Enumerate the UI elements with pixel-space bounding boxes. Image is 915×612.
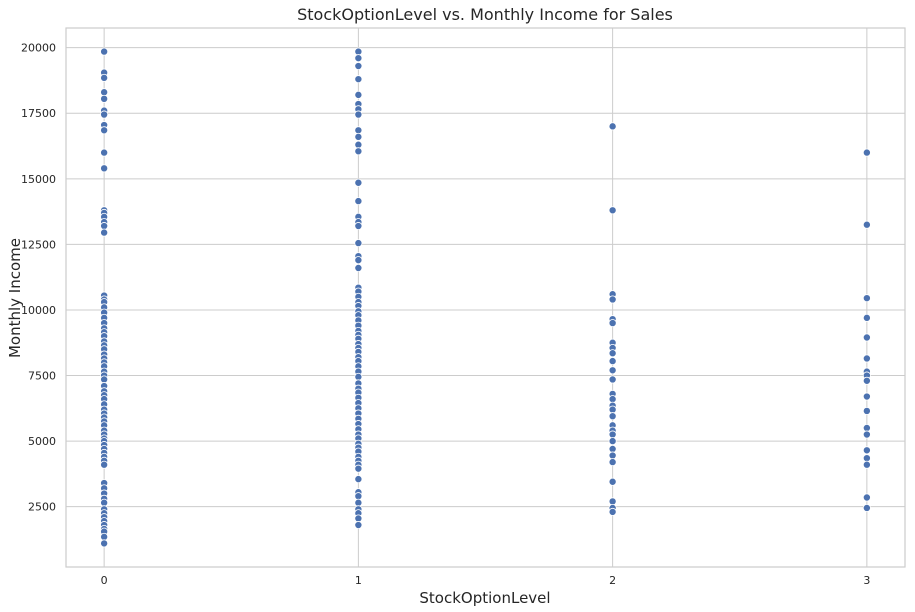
data-point: [100, 460, 109, 469]
data-point: [354, 222, 363, 231]
data-point: [100, 532, 109, 541]
y-gridlines: [66, 47, 905, 508]
data-point: [100, 375, 109, 384]
data-point: [862, 333, 871, 342]
data-point: [862, 430, 871, 439]
data-point: [354, 498, 363, 507]
data-point: [608, 366, 617, 375]
data-point: [354, 372, 363, 381]
data-point: [354, 197, 363, 206]
data-point: [354, 75, 363, 84]
data-point: [100, 110, 109, 119]
data-point: [100, 228, 109, 237]
chart-title: StockOptionLevel vs. Monthly Income for …: [297, 5, 673, 24]
x-axis-label: StockOptionLevel: [419, 589, 550, 607]
data-point: [862, 294, 871, 303]
data-point: [862, 493, 871, 502]
data-point: [608, 437, 617, 446]
y-tick-label: 5000: [28, 435, 56, 448]
x-tick-label: 1: [355, 574, 362, 587]
data-point: [862, 446, 871, 455]
data-point: [354, 54, 363, 63]
data-point: [100, 148, 109, 157]
data-point: [608, 412, 617, 421]
data-point: [354, 110, 363, 119]
data-point: [608, 319, 617, 328]
data-point: [354, 256, 363, 265]
data-point: [608, 206, 617, 215]
y-tick-label: 10000: [21, 304, 56, 317]
data-point: [608, 405, 617, 414]
data-point: [354, 475, 363, 484]
y-axis-label: Monthly Income: [6, 238, 24, 358]
y-tick-label: 7500: [28, 370, 56, 383]
data-point: [354, 147, 363, 156]
y-tick-labels: 2500 5000 7500 10000 12500 15000 17500 20000: [21, 42, 56, 514]
data-points: [100, 47, 871, 548]
data-point: [862, 392, 871, 401]
data-point: [608, 430, 617, 439]
data-point: [608, 295, 617, 304]
data-point: [100, 47, 109, 56]
data-point: [100, 539, 109, 548]
data-point: [354, 239, 363, 248]
data-point: [862, 423, 871, 432]
data-point: [100, 73, 109, 82]
data-point: [100, 498, 109, 507]
data-point: [354, 263, 363, 272]
data-point: [862, 503, 871, 512]
data-point: [354, 132, 363, 141]
data-point: [608, 507, 617, 516]
data-point: [862, 406, 871, 415]
data-point: [100, 126, 109, 135]
data-point: [862, 220, 871, 229]
data-point: [354, 521, 363, 530]
data-point: [354, 178, 363, 187]
data-point: [354, 126, 363, 135]
y-tick-label: 17500: [21, 107, 56, 120]
data-point: [862, 148, 871, 157]
data-point: [354, 492, 363, 501]
plot-frame: [65, 27, 906, 568]
x-tick-label: 2: [609, 574, 616, 587]
data-point: [608, 357, 617, 366]
data-point: [100, 222, 109, 231]
x-tick-label: 0: [101, 574, 108, 587]
data-point: [862, 376, 871, 385]
data-point: [100, 88, 109, 97]
data-point: [608, 349, 617, 358]
data-point: [100, 94, 109, 103]
data-point: [354, 47, 363, 56]
data-point: [862, 313, 871, 322]
y-tick-label: 15000: [21, 173, 56, 186]
data-point: [354, 140, 363, 149]
data-point: [608, 444, 617, 453]
data-point: [354, 514, 363, 523]
data-point: [354, 62, 363, 71]
y-tick-label: 20000: [21, 42, 56, 55]
data-point: [354, 90, 363, 99]
data-point: [862, 354, 871, 363]
y-tick-label: 2500: [28, 501, 56, 514]
x-tick-label: 3: [863, 574, 870, 587]
data-point: [862, 454, 871, 463]
data-point: [608, 375, 617, 384]
x-gridlines: [103, 28, 868, 567]
data-point: [608, 122, 617, 131]
data-point: [862, 460, 871, 469]
data-point: [608, 477, 617, 486]
data-point: [608, 458, 617, 467]
data-point: [608, 395, 617, 404]
data-point: [608, 451, 617, 460]
data-point: [354, 464, 363, 473]
x-tick-labels: 0 1 2 3: [101, 574, 871, 587]
data-point: [608, 497, 617, 506]
data-point: [100, 164, 109, 173]
y-tick-label: 12500: [21, 238, 56, 251]
